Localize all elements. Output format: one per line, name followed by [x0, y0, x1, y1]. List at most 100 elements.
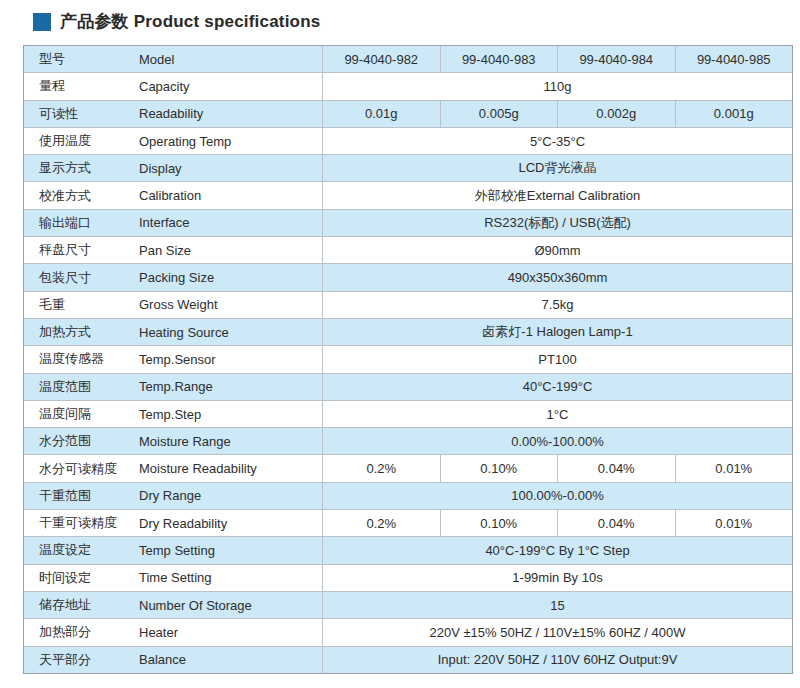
row-label-zh: 温度范围	[39, 378, 139, 396]
row-label-en: Packing Size	[139, 270, 322, 285]
row-values-area: 40°C-199°C By 1°C Step	[323, 537, 792, 563]
row-label-en: Dry Readability	[139, 516, 322, 531]
row-values-area: 0.2%0.10%0.04%0.01%	[323, 455, 792, 481]
row-label-en: Moisture Range	[139, 434, 322, 449]
row-label-en: Temp.Range	[139, 379, 322, 394]
row-label-en: Temp Setting	[139, 543, 322, 558]
row-label-zh: 可读性	[39, 105, 139, 123]
row-label-en: Gross Weight	[139, 297, 322, 312]
table-row: 时间设定Time Setting1-99min By 10s	[24, 565, 792, 592]
row-label-zh: 天平部分	[39, 651, 139, 669]
row-label-zh: 使用温度	[39, 132, 139, 150]
row-values-area: 99-4040-98299-4040-98399-4040-98499-4040…	[323, 46, 792, 72]
row-label-en: Model	[139, 52, 322, 67]
row-values-area: 卤素灯-1 Halogen Lamp-1	[323, 319, 792, 345]
row-label-cell: 温度传感器Temp.Sensor	[24, 346, 323, 372]
row-values-area: Ø90mm	[323, 237, 792, 263]
row-label-zh: 温度传感器	[39, 350, 139, 368]
value-cell: 99-4040-983	[440, 46, 558, 72]
value-cell-span: 15	[323, 592, 792, 618]
row-label-en: Interface	[139, 215, 322, 230]
row-label-cell: 温度设定Temp Setting	[24, 537, 323, 563]
row-label-cell: 显示方式Display	[24, 155, 323, 181]
row-label-en: Pan Size	[139, 243, 322, 258]
value-cell-span: 卤素灯-1 Halogen Lamp-1	[323, 319, 792, 345]
table-row: 天平部分BalanceInput: 220V 50HZ / 110V 60HZ …	[24, 647, 792, 673]
row-label-en: Moisture Readability	[139, 461, 322, 476]
row-label-en: Balance	[139, 652, 322, 667]
value-cell: 0.002g	[557, 101, 675, 127]
value-cell-span: PT100	[323, 346, 792, 372]
value-cell-span: 外部校准External Calibration	[323, 182, 792, 208]
row-label-cell: 毛重Gross Weight	[24, 292, 323, 318]
row-label-zh: 时间设定	[39, 569, 139, 587]
value-cell-span: 7.5kg	[323, 292, 792, 318]
row-label-en: Display	[139, 161, 322, 176]
row-label-cell: 秤盘尺寸Pan Size	[24, 237, 323, 263]
row-values-area: 40°C-199°C	[323, 374, 792, 400]
row-values-area: 15	[323, 592, 792, 618]
row-values-area: 110g	[323, 73, 792, 99]
value-cell-span: LCD背光液晶	[323, 155, 792, 181]
table-row: 秤盘尺寸Pan SizeØ90mm	[24, 237, 792, 264]
page-title: 产品参数 Product specifications	[60, 10, 320, 33]
value-cell: 0.01g	[323, 101, 440, 127]
value-cell: 0.04%	[557, 455, 675, 481]
value-cell-span: 5°C-35°C	[323, 128, 792, 154]
row-label-cell: 输出端口Interface	[24, 210, 323, 236]
table-row: 可读性Readability0.01g0.005g0.002g0.001g	[24, 101, 792, 128]
row-label-cell: 干重可读精度Dry Readability	[24, 510, 323, 536]
row-label-zh: 加热部分	[39, 623, 139, 641]
row-label-zh: 温度间隔	[39, 405, 139, 423]
table-row: 毛重Gross Weight7.5kg	[24, 292, 792, 319]
row-label-zh: 水分范围	[39, 432, 139, 450]
row-values-area: LCD背光液晶	[323, 155, 792, 181]
row-values-area: 490x350x360mm	[323, 264, 792, 290]
table-row: 显示方式DisplayLCD背光液晶	[24, 155, 792, 182]
value-cell: 0.01%	[675, 510, 793, 536]
row-label-cell: 温度范围Temp.Range	[24, 374, 323, 400]
value-cell: 99-4040-985	[675, 46, 793, 72]
row-label-cell: 包装尺寸Packing Size	[24, 264, 323, 290]
row-label-zh: 显示方式	[39, 159, 139, 177]
row-values-area: 1°C	[323, 401, 792, 427]
table-row: 温度间隔Temp.Step1°C	[24, 401, 792, 428]
value-cell: 0.2%	[323, 455, 440, 481]
table-row: 加热部分Heater220V ±15% 50HZ / 110V±15% 60HZ…	[24, 619, 792, 646]
row-label-cell: 使用温度Operating Temp	[24, 128, 323, 154]
row-values-area: 0.2%0.10%0.04%0.01%	[323, 510, 792, 536]
row-label-en: Operating Temp	[139, 134, 322, 149]
row-label-zh: 包装尺寸	[39, 269, 139, 287]
row-label-cell: 型号Model	[24, 46, 323, 72]
page-header: 产品参数 Product specifications	[33, 10, 320, 33]
table-row: 干重可读精度Dry Readability0.2%0.10%0.04%0.01%	[24, 510, 792, 537]
row-label-zh: 加热方式	[39, 323, 139, 341]
row-label-en: Time Setting	[139, 570, 322, 585]
spec-table: 型号Model99-4040-98299-4040-98399-4040-984…	[23, 45, 793, 674]
value-cell: 0.10%	[440, 455, 558, 481]
table-row: 量程Capacity110g	[24, 73, 792, 100]
value-cell-span: 40°C-199°C By 1°C Step	[323, 537, 792, 563]
row-label-zh: 毛重	[39, 296, 139, 314]
table-row: 干重范围Dry Range100.00%-0.00%	[24, 483, 792, 510]
row-values-area: PT100	[323, 346, 792, 372]
row-label-zh: 温度设定	[39, 541, 139, 559]
row-values-area: RS232(标配) / USB(选配)	[323, 210, 792, 236]
row-values-area: Input: 220V 50HZ / 110V 60HZ Output:9V	[323, 647, 792, 673]
value-cell-span: 110g	[323, 73, 792, 99]
row-values-area: 5°C-35°C	[323, 128, 792, 154]
value-cell: 0.2%	[323, 510, 440, 536]
row-label-en: Readability	[139, 106, 322, 121]
table-row: 温度范围Temp.Range40°C-199°C	[24, 374, 792, 401]
row-values-area: 7.5kg	[323, 292, 792, 318]
row-label-en: Calibration	[139, 188, 322, 203]
value-cell: 0.001g	[675, 101, 793, 127]
row-label-cell: 加热部分Heater	[24, 619, 323, 645]
row-label-cell: 时间设定Time Setting	[24, 565, 323, 591]
row-label-zh: 水分可读精度	[39, 460, 139, 478]
row-values-area: 外部校准External Calibration	[323, 182, 792, 208]
row-label-en: Capacity	[139, 79, 322, 94]
row-label-zh: 干重范围	[39, 487, 139, 505]
row-label-cell: 可读性Readability	[24, 101, 323, 127]
value-cell: 99-4040-984	[557, 46, 675, 72]
